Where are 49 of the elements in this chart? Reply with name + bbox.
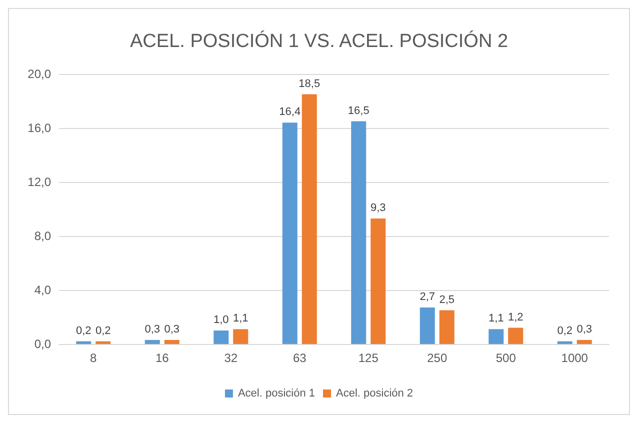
data-label: 2,5 <box>439 294 455 306</box>
bar <box>370 218 386 344</box>
data-label: 1,1 <box>232 312 248 325</box>
bar <box>576 340 592 344</box>
data-label: 0,2 <box>557 324 573 337</box>
bar <box>351 121 366 344</box>
data-label: 9,3 <box>370 202 386 214</box>
data-label: 0,3 <box>576 323 592 336</box>
data-label: 16,5 <box>348 104 370 117</box>
data-label: 16,4 <box>279 106 301 118</box>
data-label: 1,2 <box>508 311 524 324</box>
x-tick-label: 500 <box>496 351 516 365</box>
legend-label: Acel. posición 1 <box>238 388 316 400</box>
x-tick-label: 63 <box>292 351 307 365</box>
x-tick-label: 125 <box>358 351 379 365</box>
bar <box>282 122 298 344</box>
bar <box>233 329 248 344</box>
data-label: 0,2 <box>76 324 92 337</box>
bar <box>439 310 454 344</box>
bar <box>144 340 160 344</box>
x-tick-label: 32 <box>224 351 238 365</box>
bar <box>76 341 92 344</box>
bar <box>557 341 572 344</box>
bar <box>164 340 180 344</box>
x-tick-label: 8 <box>90 351 98 365</box>
x-tick-label: 250 <box>427 351 448 365</box>
data-label: 0,3 <box>144 323 160 336</box>
y-tick-label: 8,0 <box>34 229 52 243</box>
data-label: 1,0 <box>213 314 229 326</box>
bar <box>420 308 435 344</box>
y-tick-label: 20,0 <box>28 67 52 81</box>
chart-title: ACEL. POSICIÓN 1 VS. ACEL. POSICIÓN 2 <box>130 30 508 52</box>
data-label: 1,1 <box>488 312 504 325</box>
x-tick-label: 1000 <box>561 351 588 365</box>
data-label: 18,5 <box>298 78 320 90</box>
y-tick-label: 4,0 <box>34 283 52 297</box>
x-tick-label: 16 <box>155 351 170 365</box>
data-label: 2,7 <box>420 291 436 304</box>
legend-label: Acel. posición 2 <box>336 388 414 400</box>
bar <box>488 329 504 344</box>
y-tick-label: 12,0 <box>28 175 52 189</box>
bar <box>302 94 317 344</box>
data-label: 0,2 <box>95 324 111 337</box>
y-tick-label: 16,0 <box>28 121 52 135</box>
bar <box>508 328 524 344</box>
bar <box>214 330 229 344</box>
y-tick-label: 0,0 <box>34 337 52 351</box>
bar <box>96 341 111 344</box>
data-label: 0,3 <box>164 323 180 336</box>
